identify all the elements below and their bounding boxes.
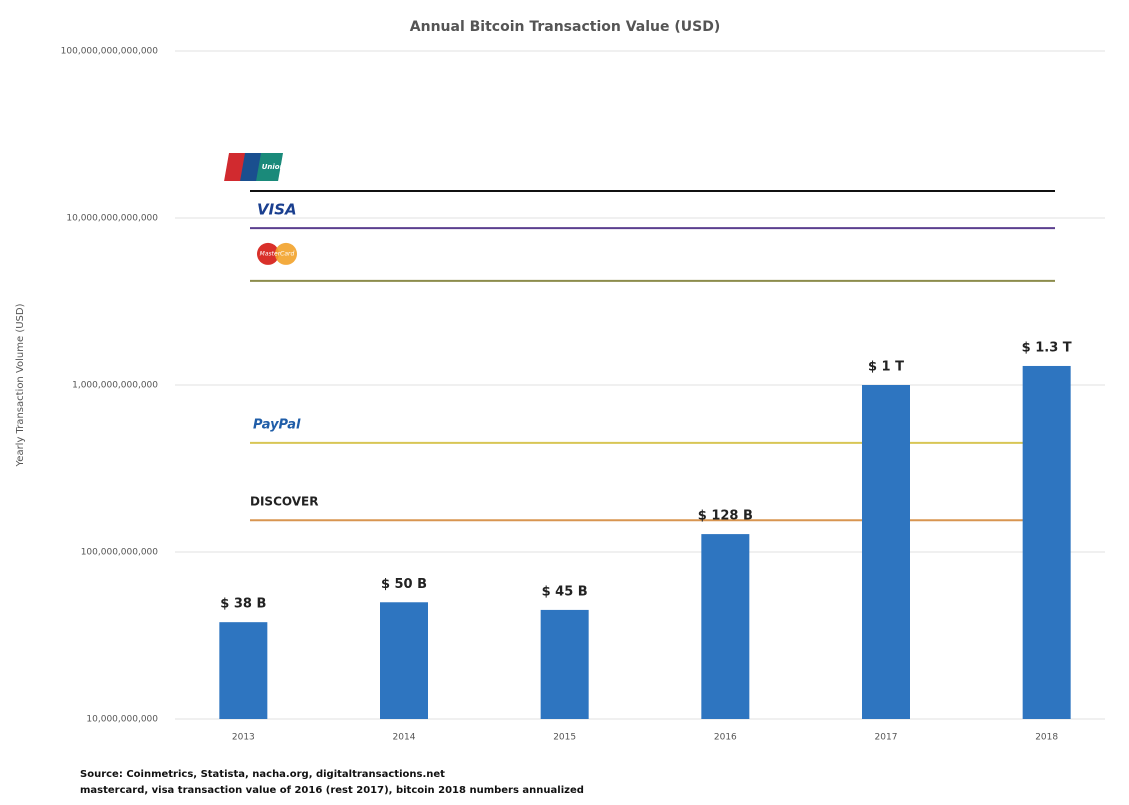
bar [219, 622, 268, 719]
bar [540, 609, 589, 719]
logo-text: VISA [257, 201, 297, 219]
y-tick-label: 1,000,000,000,000 [72, 381, 158, 391]
logo-badge [256, 153, 284, 182]
x-tick-label: 2016 [714, 733, 737, 743]
bar [862, 385, 910, 719]
x-tick-label: 2013 [232, 733, 255, 743]
y-tick-label: 100,000,000,000,000 [61, 47, 159, 57]
x-tick-label: 2014 [393, 733, 416, 743]
bar [701, 534, 750, 719]
x-tick-label: 2015 [553, 733, 576, 743]
logo-circle [257, 242, 279, 265]
x-tick-label: 2018 [1035, 733, 1058, 743]
footnote: mastercard, visa transaction value of 20… [80, 785, 584, 796]
chart-title: Annual Bitcoin Transaction Value (USD) [410, 19, 720, 35]
logo-badge [240, 153, 264, 182]
bar [380, 602, 428, 719]
footnote: Source: Coinmetrics, Statista, nacha.org… [80, 769, 445, 780]
y-tick-label: 10,000,000,000 [86, 715, 158, 725]
logo-circle [275, 242, 297, 265]
data-label: $ 45 B [542, 584, 588, 599]
logo-text: UnionPay [262, 163, 299, 171]
logo-text: MasterCard [260, 250, 295, 257]
y-axis-title: Yearly Transaction Volume (USD) [15, 303, 26, 467]
logo-badge [224, 153, 248, 182]
y-tick-label: 100,000,000,000 [81, 548, 159, 558]
x-tick-label: 2017 [875, 733, 898, 743]
y-tick-label: 10,000,000,000,000 [66, 214, 158, 224]
data-label: $ 128 B [698, 509, 753, 524]
data-label: $ 50 B [381, 577, 427, 592]
logo-text: DISCOVER [250, 495, 318, 509]
bar [1022, 365, 1071, 719]
data-label: $ 1.3 T [1022, 340, 1072, 355]
data-label: $ 38 B [220, 597, 266, 612]
data-label: $ 1 T [868, 360, 904, 375]
logo-text: PayPal [253, 417, 301, 432]
